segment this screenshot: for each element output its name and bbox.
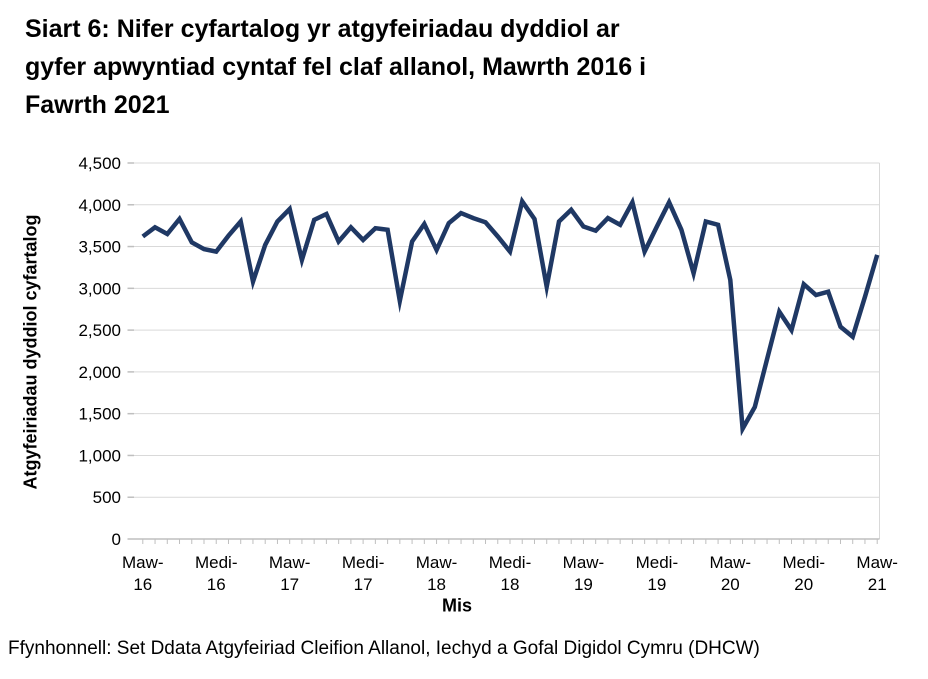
y-tick-label: 500	[93, 488, 121, 507]
source-note: Ffynhonnell: Set Ddata Atgyfeiriad Cleif…	[8, 638, 760, 659]
y-axis-title: Atgyfeiriadau dyddiol cyfartalog	[20, 214, 41, 490]
x-tick-label: Maw-21	[856, 553, 898, 594]
y-tick-label: 2,000	[78, 363, 121, 382]
x-tick-label: Maw-20	[710, 553, 752, 594]
y-tick-label: 3,500	[78, 238, 121, 257]
y-tick-label: 2,500	[78, 321, 121, 340]
title-line-3: Fawrth 2021	[25, 91, 170, 119]
x-tick-label: Medi-16	[195, 553, 238, 594]
y-tick-label: 3,000	[78, 279, 121, 298]
x-axis-title: Mis	[441, 595, 473, 616]
x-tick-label: Maw-17	[269, 553, 311, 594]
y-tick-label: 1,500	[78, 405, 121, 424]
page-title: Siart 6: Nifer cyfartalog yr atgyfeiriad…	[25, 10, 905, 124]
x-tick-label: Maw-19	[563, 553, 605, 594]
x-tick-label: Medi-18	[489, 553, 532, 594]
y-tick-label: 4,500	[78, 154, 121, 173]
y-tick-label: 1,000	[78, 446, 121, 465]
referrals-data-line	[141, 196, 880, 437]
y-tick-label: 0	[112, 530, 121, 549]
x-tick-label: Medi-19	[636, 553, 679, 594]
title-line-1: Siart 6: Nifer cyfartalog yr atgyfeiriad…	[25, 15, 620, 43]
x-tick-label: Medi-20	[783, 553, 826, 594]
y-tick-label: 4,000	[78, 196, 121, 215]
x-tick-label: Maw-18	[416, 553, 458, 594]
title-line-2: gyfer apwyntiad cyntaf fel claf allanol,…	[25, 53, 647, 81]
x-tick-label: Maw-16	[122, 553, 164, 594]
x-tick-label: Medi-17	[342, 553, 385, 594]
